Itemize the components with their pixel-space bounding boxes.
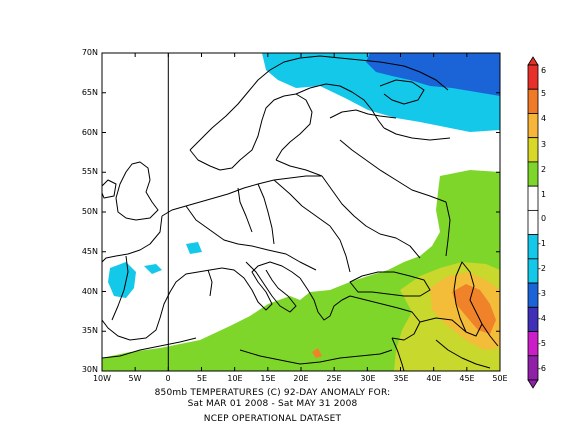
colorbar-label-3: 3 — [541, 140, 547, 149]
coastlines-and-borders — [102, 55, 499, 371]
lon-label-5e: 5E — [196, 374, 208, 383]
colorbar-label-neg5: -5 — [538, 339, 546, 348]
lat-label-70n: 70N — [81, 48, 98, 57]
colorbar-label-neg2: -2 — [538, 264, 546, 273]
lon-label-30e: 30E — [360, 374, 376, 383]
colorbar-bottom-arrow — [527, 379, 539, 389]
lon-label-10w: 10W — [92, 374, 112, 383]
lat-label-60n: 60N — [81, 128, 98, 137]
lon-label-25e: 25E — [326, 374, 342, 383]
warm-anomaly-region — [102, 170, 500, 371]
title-line-3: NCEP OPERATIONAL DATASET — [203, 414, 342, 424]
colorbar-label-1: 1 — [541, 190, 547, 199]
colorbar-swatch — [527, 234, 539, 260]
cold-anomaly-spot-2 — [186, 242, 202, 254]
lat-label-55n: 55N — [81, 167, 98, 176]
cold-anomaly-spot-1 — [144, 264, 162, 274]
lat-label-30n: 30N — [81, 365, 98, 374]
lat-label-35n: 35N — [81, 326, 98, 335]
colorbar-label-neg3: -3 — [538, 289, 546, 298]
lat-label-65n: 65N — [81, 88, 98, 97]
lat-label-40n: 40N — [81, 287, 98, 296]
colorbar-label-0: 0 — [541, 214, 547, 223]
lon-label-20e: 20E — [293, 374, 309, 383]
lon-label-50e: 50E — [492, 374, 508, 383]
colorbar-swatch — [527, 137, 539, 163]
colorbar-swatch — [527, 88, 539, 114]
colorbar-swatch — [527, 113, 539, 139]
colorbar-label-4: 4 — [541, 114, 547, 123]
lon-label-45e: 45E — [459, 374, 475, 383]
lon-label-5w: 5W — [128, 374, 142, 383]
cold-anomaly-spot-iberia — [108, 262, 136, 298]
colorbar-swatch — [527, 185, 539, 211]
strong-cold-anomaly-region — [366, 53, 500, 96]
title-line-1: 850mb TEMPERATURES (C) 92-DAY ANOMALY FO… — [154, 388, 391, 398]
colorbar-label-5: 5 — [541, 89, 547, 98]
anomaly-3-4-spot — [312, 348, 322, 358]
colorbar-swatch — [527, 282, 539, 308]
colorbar-top-arrow — [527, 56, 539, 66]
colorbar-swatch — [527, 331, 539, 357]
colorbar-swatch — [527, 64, 539, 90]
colorbar-swatch — [527, 209, 539, 236]
lon-label-10e: 10E — [227, 374, 243, 383]
lat-label-45n: 45N — [81, 247, 98, 256]
lon-label-40e: 40E — [426, 374, 442, 383]
colorbar-label-neg4: -4 — [538, 314, 546, 323]
colorbar-swatch — [527, 161, 539, 187]
lon-label-15e: 15E — [260, 374, 276, 383]
colorbar-label-neg6: -6 — [538, 364, 546, 373]
title-line-2: Sat MAR 01 2008 - Sat MAY 31 2008 — [187, 399, 358, 409]
lon-label-35e: 35E — [393, 374, 409, 383]
colorbar-label-6: 6 — [541, 66, 547, 75]
colorbar-swatch — [527, 355, 539, 381]
lon-label-0: 0 — [165, 374, 171, 383]
lat-label-50n: 50N — [81, 207, 98, 216]
axis-ticks — [101, 52, 501, 372]
colorbar-swatch — [527, 306, 539, 332]
colorbar-label-2: 2 — [541, 165, 547, 174]
colorbar — [527, 56, 539, 389]
colorbar-swatch — [527, 258, 539, 284]
colorbar-label-neg1: -1 — [538, 239, 546, 248]
